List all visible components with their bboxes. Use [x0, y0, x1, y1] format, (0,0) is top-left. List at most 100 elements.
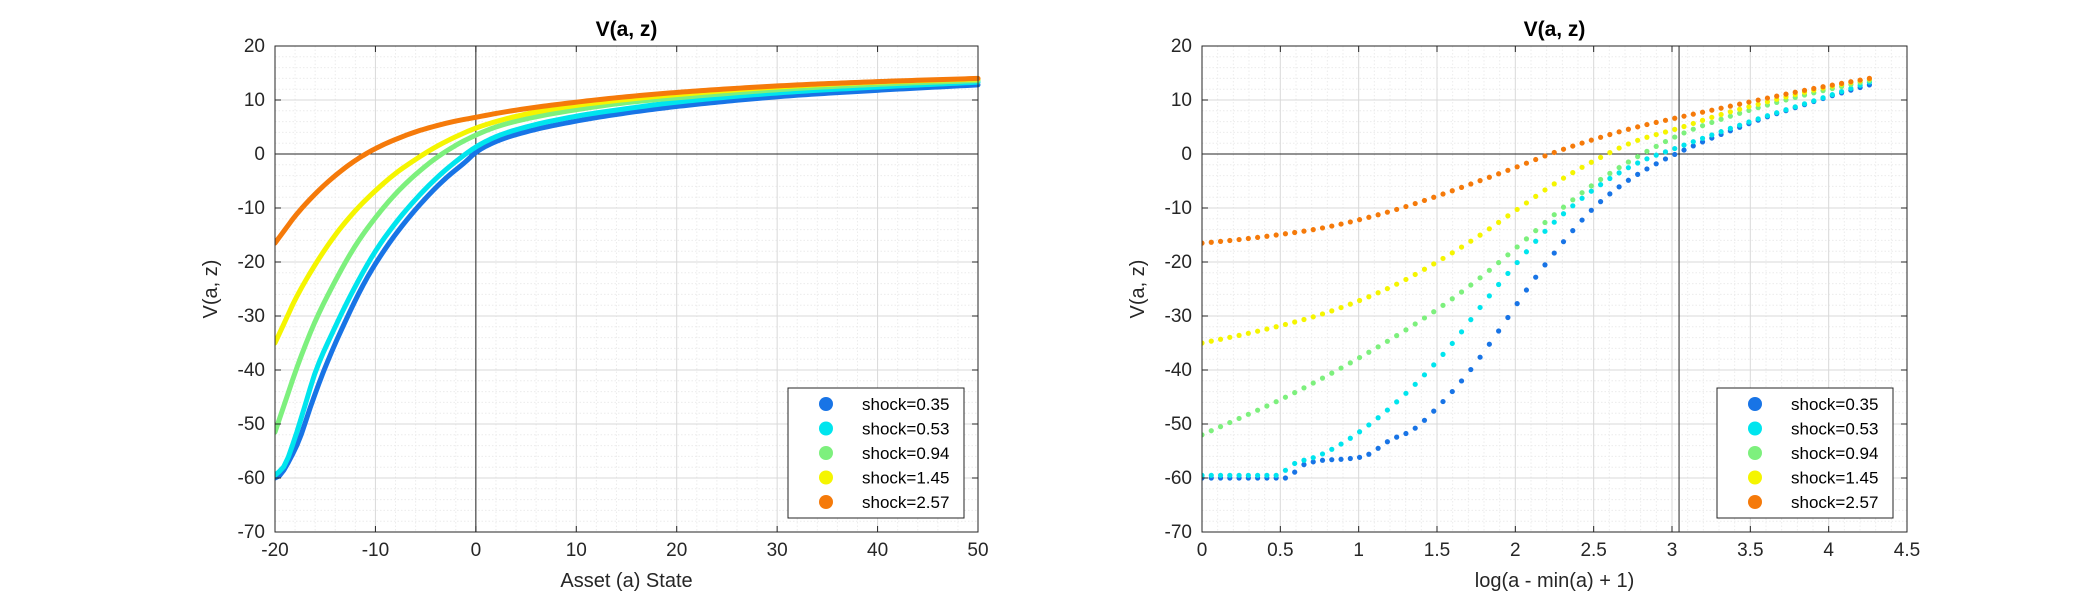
data-point [453, 118, 458, 124]
data-point [1245, 472, 1251, 478]
data-point [443, 176, 448, 181]
data-point [1468, 366, 1474, 373]
data-point [282, 319, 288, 324]
data-point [1718, 129, 1724, 135]
data-point [1292, 390, 1298, 396]
legend-marker [819, 495, 833, 509]
data-point [1208, 239, 1214, 245]
data-point [1458, 244, 1465, 250]
data-point [1356, 297, 1363, 304]
data-point [1282, 467, 1289, 473]
data-point [1431, 362, 1437, 368]
legend-marker [819, 397, 833, 411]
data-point [1403, 327, 1409, 333]
data-point [1727, 113, 1733, 119]
data-point [1347, 455, 1353, 462]
data-point [1838, 88, 1845, 95]
data-point [1746, 107, 1752, 114]
data-point [323, 365, 328, 370]
legend-label: shock=0.53 [1791, 420, 1878, 439]
data-point [624, 94, 629, 99]
data-point [1421, 266, 1428, 272]
data-point [1412, 271, 1418, 278]
data-point [1597, 199, 1604, 205]
data-point [1347, 219, 1353, 225]
data-point [1635, 160, 1641, 166]
data-point [1774, 110, 1780, 116]
x-tick-label: 1 [1353, 540, 1364, 561]
data-point [1625, 177, 1631, 183]
data-point [1202, 240, 1205, 246]
data-point [1449, 250, 1455, 256]
data-point [1384, 338, 1390, 344]
y-tick-label: 10 [1171, 90, 1192, 111]
legend-marker [1748, 495, 1762, 509]
data-point [1468, 317, 1474, 323]
data-point [1801, 87, 1808, 93]
data-point [413, 172, 418, 177]
data-point [1625, 141, 1631, 147]
x-tick-label: 1.5 [1424, 540, 1450, 561]
x-tick-label: 0 [471, 540, 482, 561]
data-point [1588, 188, 1594, 194]
data-point [453, 159, 458, 164]
data-point [1570, 170, 1576, 176]
data-point [1347, 435, 1353, 441]
x-tick-label: -20 [261, 540, 288, 561]
data-point [1227, 419, 1233, 426]
data-point [292, 213, 298, 219]
data-point [275, 473, 278, 478]
data-point [453, 143, 458, 148]
data-point [1690, 143, 1696, 149]
data-point [1338, 304, 1344, 311]
data-point [1282, 321, 1289, 328]
data-point [1458, 329, 1465, 335]
y-tick-label: -40 [238, 360, 265, 381]
data-point [1653, 119, 1659, 126]
data-point [473, 150, 479, 155]
data-point [1533, 274, 1539, 280]
data-point [1496, 328, 1502, 334]
data-point [393, 137, 398, 142]
data-point [1412, 321, 1418, 327]
chart-title: V(a, z) [1524, 18, 1586, 41]
data-point [413, 197, 418, 202]
data-point [292, 435, 298, 440]
data-point [1644, 148, 1650, 154]
y-axis-label: V(a, z) [200, 260, 222, 319]
data-point [1356, 454, 1363, 460]
data-point [1394, 281, 1400, 287]
data-point [1672, 145, 1678, 152]
data-point [1523, 200, 1530, 206]
data-point [574, 114, 579, 119]
data-point [1496, 281, 1502, 288]
data-point [1560, 175, 1567, 181]
data-point [1217, 424, 1224, 430]
data-point [1653, 131, 1659, 138]
data-point [1431, 261, 1437, 267]
data-point [1431, 309, 1437, 315]
data-point [473, 132, 479, 138]
data-point [1458, 378, 1465, 384]
data-point [1496, 219, 1502, 225]
data-point [1292, 229, 1298, 236]
data-point [1255, 407, 1261, 413]
axes-frame [1201, 45, 1908, 533]
data-point [1375, 290, 1381, 296]
chart-title: V(a, z) [596, 18, 658, 41]
data-point [353, 208, 358, 213]
data-point [1356, 217, 1363, 223]
legend-label: shock=1.45 [862, 469, 949, 488]
y-tick-label: 10 [244, 90, 265, 111]
data-point [1477, 304, 1483, 311]
data-point [1496, 171, 1502, 177]
y-tick-label: -60 [238, 468, 265, 489]
data-point [393, 220, 398, 226]
legend-label: shock=1.45 [1791, 469, 1878, 488]
data-point [1347, 301, 1353, 307]
data-point [1662, 138, 1669, 145]
data-point [1449, 388, 1455, 395]
data-point [1672, 126, 1678, 132]
data-point [493, 139, 499, 144]
